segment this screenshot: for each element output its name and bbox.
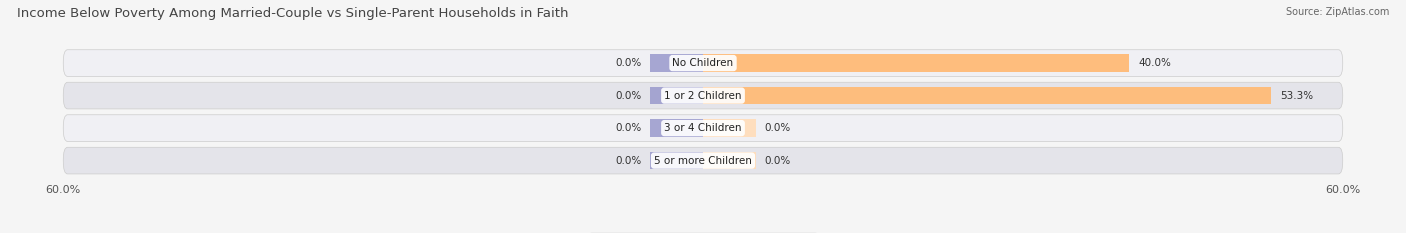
FancyBboxPatch shape xyxy=(63,115,1343,141)
Bar xyxy=(650,152,703,169)
Bar xyxy=(650,54,703,72)
FancyBboxPatch shape xyxy=(63,82,1343,109)
FancyBboxPatch shape xyxy=(63,147,1343,174)
Text: 40.0%: 40.0% xyxy=(1137,58,1171,68)
Text: 5 or more Children: 5 or more Children xyxy=(654,156,752,166)
Bar xyxy=(703,54,1129,72)
Text: 1 or 2 Children: 1 or 2 Children xyxy=(664,91,742,101)
Text: Source: ZipAtlas.com: Source: ZipAtlas.com xyxy=(1285,7,1389,17)
Text: 0.0%: 0.0% xyxy=(614,91,641,101)
Text: 0.0%: 0.0% xyxy=(765,156,792,166)
Text: 0.0%: 0.0% xyxy=(614,156,641,166)
Text: 0.0%: 0.0% xyxy=(614,58,641,68)
Text: 3 or 4 Children: 3 or 4 Children xyxy=(664,123,742,133)
Text: No Children: No Children xyxy=(672,58,734,68)
Bar xyxy=(650,87,703,104)
Bar xyxy=(703,152,756,169)
Bar xyxy=(703,119,756,137)
Text: Income Below Poverty Among Married-Couple vs Single-Parent Households in Faith: Income Below Poverty Among Married-Coupl… xyxy=(17,7,568,20)
Bar xyxy=(650,119,703,137)
Bar xyxy=(703,87,1271,104)
Text: 0.0%: 0.0% xyxy=(765,123,792,133)
FancyBboxPatch shape xyxy=(63,50,1343,76)
Text: 53.3%: 53.3% xyxy=(1279,91,1313,101)
Text: 0.0%: 0.0% xyxy=(614,123,641,133)
